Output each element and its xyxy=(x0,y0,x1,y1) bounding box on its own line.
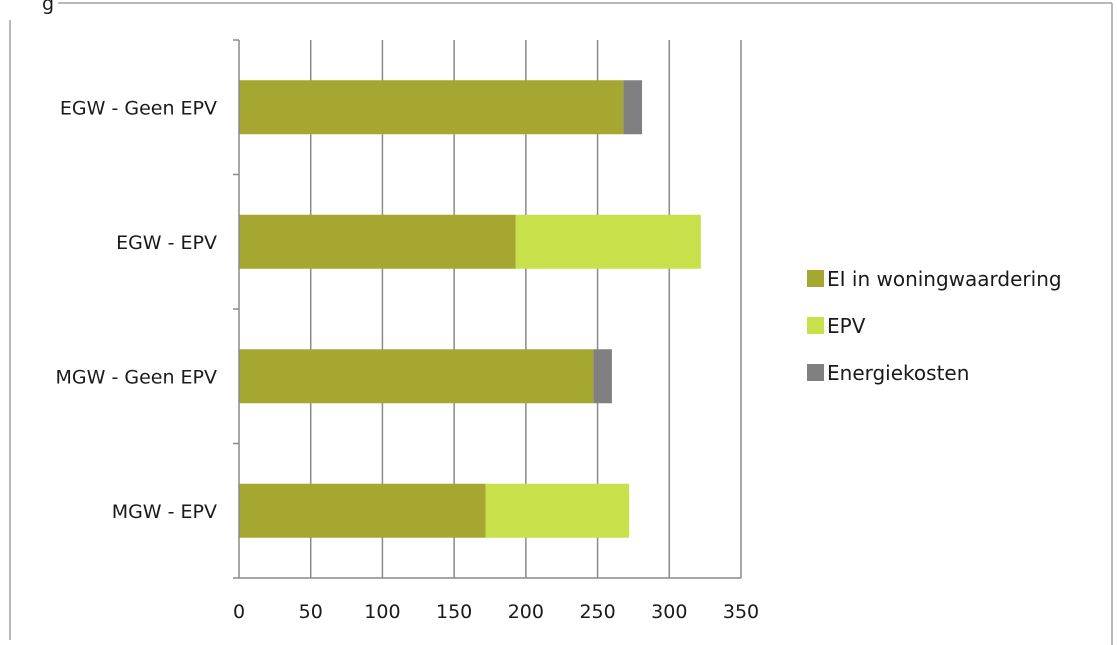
legend: EI in woningwaardering EPV Energiekosten xyxy=(807,267,1062,385)
legend-swatch xyxy=(807,364,824,381)
legend-label: EPV xyxy=(827,314,866,338)
bar-segment xyxy=(515,214,701,269)
x-tick-label: 300 xyxy=(651,601,687,623)
bar-segment xyxy=(593,349,612,404)
legend-swatch xyxy=(807,317,824,334)
bar-segment xyxy=(239,80,624,135)
bar-segment xyxy=(239,214,516,269)
legend-label: EI in woningwaardering xyxy=(827,267,1062,291)
x-tick-label: 200 xyxy=(508,601,544,623)
caption-fragment: g xyxy=(42,0,54,15)
category-label: EGW - Geen EPV xyxy=(60,97,217,119)
category-label: MGW - Geen EPV xyxy=(56,366,217,388)
bar-segment xyxy=(623,80,643,135)
legend-label: Energiekosten xyxy=(827,361,969,385)
x-tick-label: 0 xyxy=(233,601,245,623)
bar-segment xyxy=(239,349,594,404)
category-label: MGW - EPV xyxy=(112,501,217,523)
axis-labels: 0 50 100 150 200 250 300 350 EGW - Geen EPV EGW -… xyxy=(56,97,760,623)
x-tick-label: 100 xyxy=(364,601,400,623)
legend-swatch xyxy=(807,270,824,287)
axes xyxy=(233,39,741,579)
bar-segment xyxy=(239,483,486,538)
x-tick-label: 50 xyxy=(299,601,323,623)
bars xyxy=(239,80,701,538)
x-tick-label: 250 xyxy=(579,601,615,623)
x-tick-label: 350 xyxy=(723,601,759,623)
bar-segment xyxy=(485,483,630,538)
x-tick-label: 150 xyxy=(436,601,472,623)
category-label: EGW - EPV xyxy=(116,232,217,254)
